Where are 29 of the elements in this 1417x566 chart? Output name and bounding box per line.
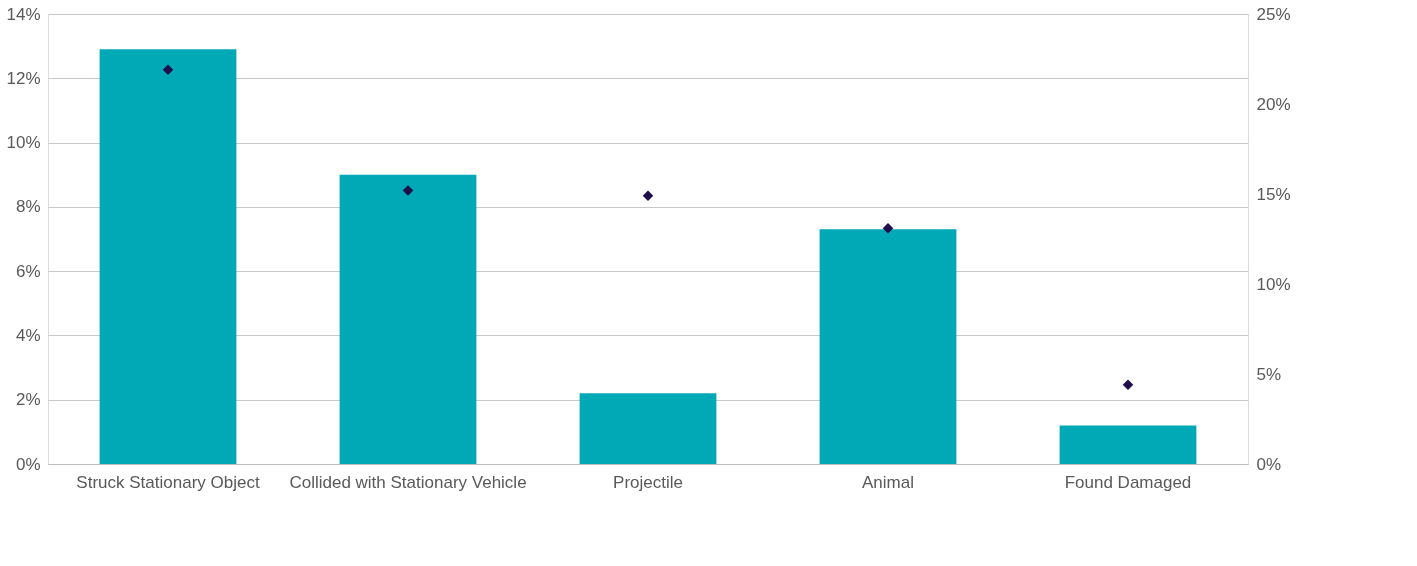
y-tick-label: 0%: [15, 454, 41, 474]
point: [642, 190, 654, 202]
y2-tick-label: 10%: [1256, 274, 1291, 294]
x-tick-label: Struck Stationary Object: [76, 472, 260, 492]
y2-tick-label: 15%: [1256, 184, 1291, 204]
y-tick-label: 10%: [6, 133, 41, 153]
bar: [1059, 425, 1197, 464]
x-tick-label: Found Damaged: [1064, 472, 1192, 492]
y-tick-label: 2%: [15, 390, 41, 410]
x-tick-label: Projectile: [613, 472, 683, 492]
y-tick-label: 14%: [6, 4, 41, 24]
y2-tick-label: 25%: [1256, 4, 1291, 24]
point: [882, 222, 894, 234]
bar: [339, 174, 477, 464]
point: [1122, 379, 1134, 391]
bar: [99, 49, 237, 464]
x-tick-label: Animal: [862, 472, 914, 492]
y2-tick-label: 0%: [1256, 454, 1282, 474]
y2-tick-label: 5%: [1256, 364, 1282, 384]
y-tick-label: 6%: [15, 261, 41, 281]
bar: [819, 229, 957, 464]
y-tick-label: 4%: [15, 325, 41, 345]
point: [162, 64, 174, 76]
point: [402, 185, 414, 196]
bar: [579, 393, 717, 464]
y-tick-label: 8%: [15, 197, 41, 217]
x-tick-label: Collided with Stationary Vehicle: [289, 472, 527, 492]
y-tick-label: 12%: [6, 68, 41, 88]
y2-tick-label: 20%: [1256, 94, 1291, 114]
